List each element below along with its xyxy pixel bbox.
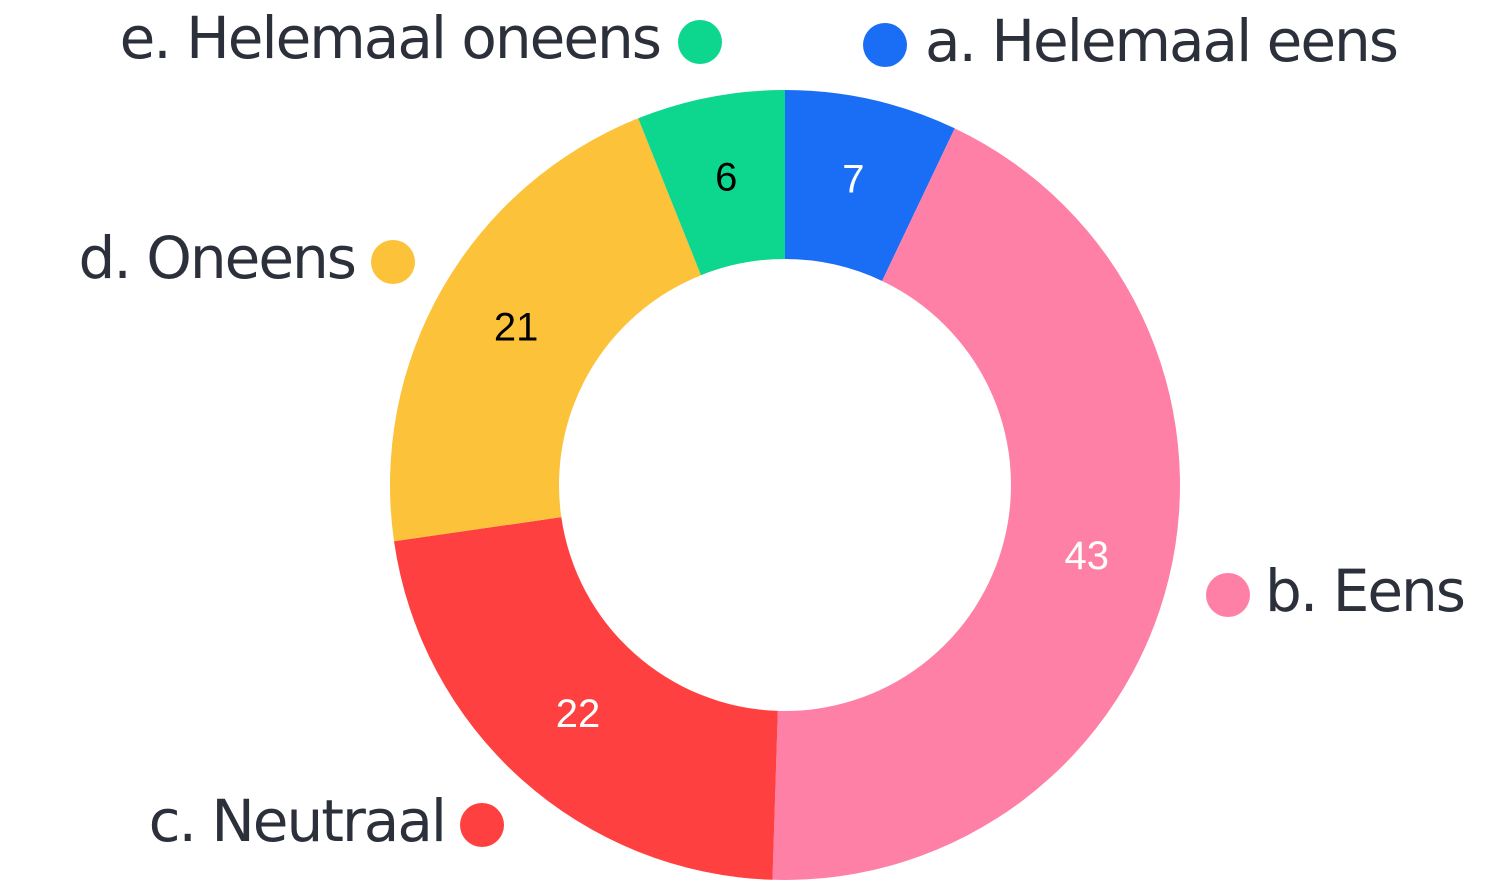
legend-label: b. Eens <box>1265 557 1464 625</box>
donut-segment <box>785 90 955 281</box>
donut-segment <box>638 90 785 276</box>
legend-marker <box>863 23 907 67</box>
donut-segment <box>772 128 1181 881</box>
legend-marker <box>678 20 722 64</box>
donut-segment <box>390 118 702 542</box>
value-label: 7 <box>842 158 864 202</box>
legend-marker <box>460 803 504 847</box>
legend-label: e. Helemaal oneens <box>120 4 660 72</box>
legend-label: c. Neutraal <box>149 787 445 855</box>
donut-segment <box>394 517 778 880</box>
value-label: 22 <box>556 692 601 736</box>
value-label: 6 <box>715 156 737 200</box>
legend-label: a. Helemaal eens <box>925 7 1397 75</box>
legend-label: d. Oneens <box>79 224 355 292</box>
value-label: 43 <box>1064 534 1109 578</box>
legend-marker <box>1206 573 1250 617</box>
legend-marker <box>371 240 415 284</box>
value-label: 21 <box>494 305 539 349</box>
